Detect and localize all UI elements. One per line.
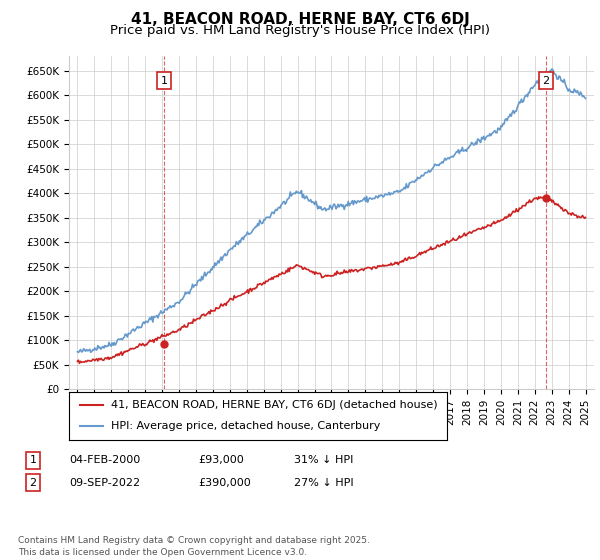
Text: 2: 2 bbox=[29, 478, 37, 488]
Text: 41, BEACON ROAD, HERNE BAY, CT6 6DJ (detached house): 41, BEACON ROAD, HERNE BAY, CT6 6DJ (det… bbox=[110, 400, 437, 410]
Text: HPI: Average price, detached house, Canterbury: HPI: Average price, detached house, Cant… bbox=[110, 421, 380, 431]
Text: Price paid vs. HM Land Registry's House Price Index (HPI): Price paid vs. HM Land Registry's House … bbox=[110, 24, 490, 37]
Text: 09-SEP-2022: 09-SEP-2022 bbox=[69, 478, 140, 488]
Text: £390,000: £390,000 bbox=[198, 478, 251, 488]
Text: 2: 2 bbox=[542, 76, 550, 86]
Text: 27% ↓ HPI: 27% ↓ HPI bbox=[294, 478, 353, 488]
Text: 41, BEACON ROAD, HERNE BAY, CT6 6DJ: 41, BEACON ROAD, HERNE BAY, CT6 6DJ bbox=[131, 12, 469, 27]
Text: 1: 1 bbox=[29, 455, 37, 465]
Text: Contains HM Land Registry data © Crown copyright and database right 2025.
This d: Contains HM Land Registry data © Crown c… bbox=[18, 536, 370, 557]
Text: 04-FEB-2000: 04-FEB-2000 bbox=[69, 455, 140, 465]
Text: 1: 1 bbox=[160, 76, 167, 86]
Text: 31% ↓ HPI: 31% ↓ HPI bbox=[294, 455, 353, 465]
Text: £93,000: £93,000 bbox=[198, 455, 244, 465]
